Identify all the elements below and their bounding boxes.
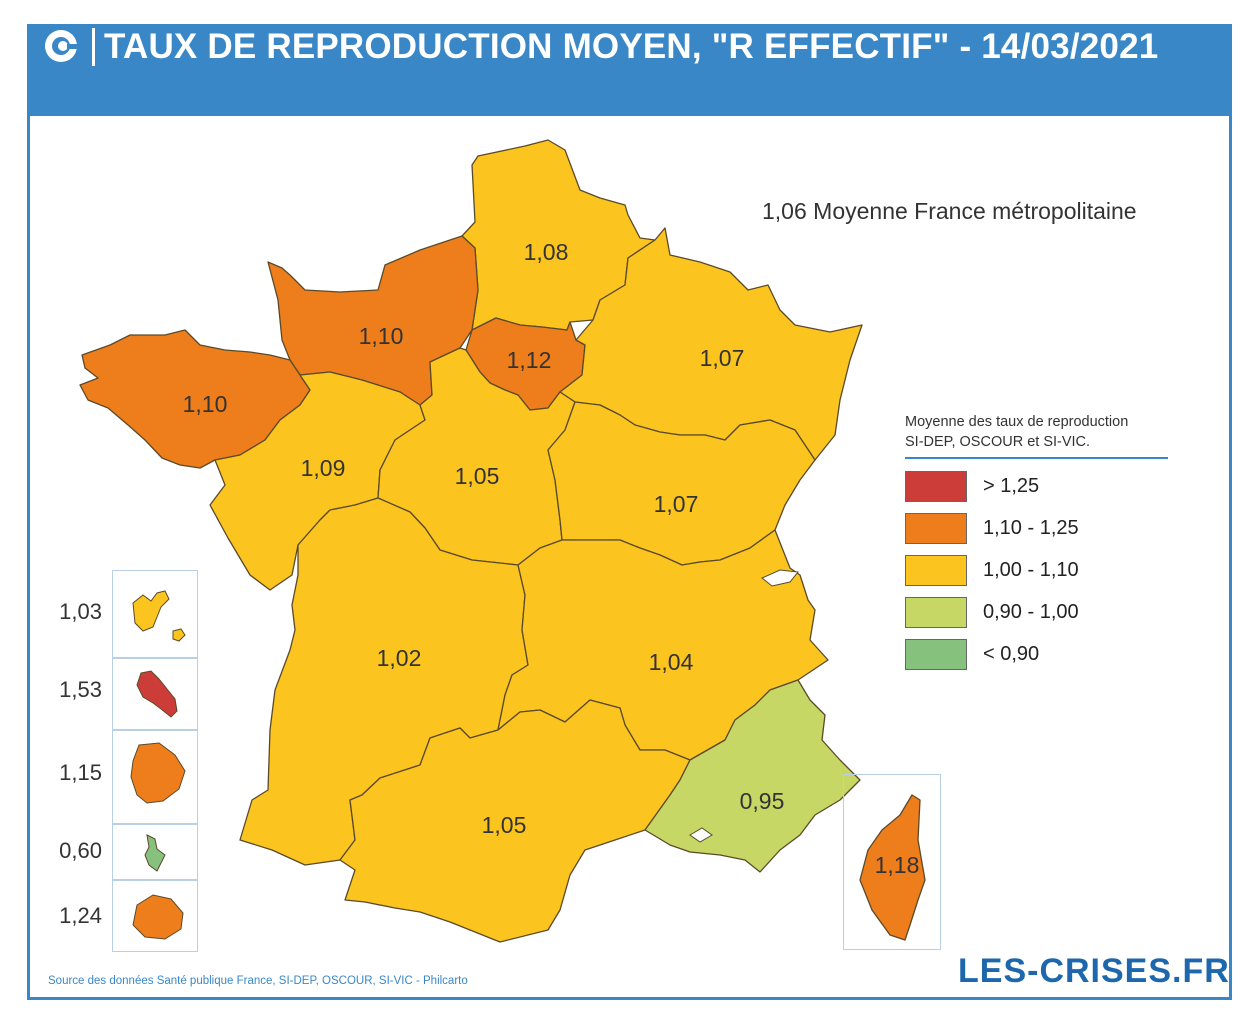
legend-title: Moyenne des taux de reproduction SI-DEP,… — [905, 412, 1180, 452]
les-crises-logo-icon — [45, 30, 79, 62]
legend-swatch — [905, 597, 967, 628]
legend-title-line1: Moyenne des taux de reproduction — [905, 414, 1129, 430]
value-label: 1,09 — [301, 455, 346, 481]
legend-swatch — [905, 471, 967, 502]
legend-label: 0,90 - 1,00 — [983, 601, 1079, 623]
header-bar — [27, 24, 1232, 116]
value-label: 1,02 — [377, 645, 422, 671]
guadeloupe-shape — [132, 590, 186, 642]
corse-inset-frame — [843, 774, 941, 950]
lake-geneva — [761, 569, 799, 587]
value-label: 1,05 — [455, 463, 500, 489]
overseas-value-guyane: 1,15 — [59, 760, 102, 785]
value-label: 1,08 — [524, 239, 569, 265]
overseas-value-guadeloupe: 1,03 — [59, 599, 102, 624]
region-provence-alpes-cote-d-azur — [644, 679, 861, 873]
legend-label: 1,00 - 1,10 — [983, 559, 1079, 581]
martinique-shape — [136, 670, 178, 718]
inset-mayotte — [112, 824, 198, 880]
value-label: 1,05 — [482, 812, 527, 838]
mayotte-shape — [144, 834, 166, 872]
page-title: TAUX DE REPRODUCTION MOYEN, "R EFFECTIF"… — [104, 27, 1159, 66]
value-label: 1,07 — [654, 491, 699, 517]
overseas-value-martinique: 1,53 — [59, 677, 102, 702]
legend-label: > 1,25 — [983, 475, 1040, 497]
value-label: 1,10 — [359, 323, 404, 349]
inset-guadeloupe — [112, 570, 198, 658]
overseas-value-la-reunion: 1,24 — [59, 903, 102, 928]
legend-label: 1,10 - 1,25 — [983, 517, 1079, 539]
etang-de-berre — [689, 827, 713, 843]
value-label: 1,07 — [700, 345, 745, 371]
inset-guyane — [112, 730, 198, 824]
inset-la-reunion — [112, 880, 198, 952]
value-label: 1,10 — [183, 391, 228, 417]
legend-divider — [905, 457, 1168, 459]
legend-title-line2: SI-DEP, OSCOUR et SI-VIC. — [905, 434, 1091, 450]
la-reunion-shape — [132, 894, 184, 940]
overseas-value-mayotte: 0,60 — [59, 838, 102, 863]
legend-swatch — [905, 555, 967, 586]
header-separator — [92, 28, 95, 66]
value-label: 1,12 — [507, 347, 552, 373]
legend-swatch — [905, 639, 967, 670]
value-label: 1,18 — [875, 852, 920, 878]
region-occitanie — [339, 699, 691, 943]
source-note: Source des données Santé publique France… — [48, 975, 468, 987]
brand-logo: LES-CRISES.FR — [958, 952, 1230, 990]
legend-swatch — [905, 513, 967, 544]
value-label: 0,95 — [740, 788, 785, 814]
legend-label: < 0,90 — [983, 643, 1040, 665]
guyane-shape — [130, 742, 186, 804]
value-label: 1,04 — [649, 649, 694, 675]
region-corse — [859, 794, 926, 941]
inset-martinique — [112, 658, 198, 730]
national-average: 1,06 Moyenne France métropolitaine — [762, 198, 1137, 224]
